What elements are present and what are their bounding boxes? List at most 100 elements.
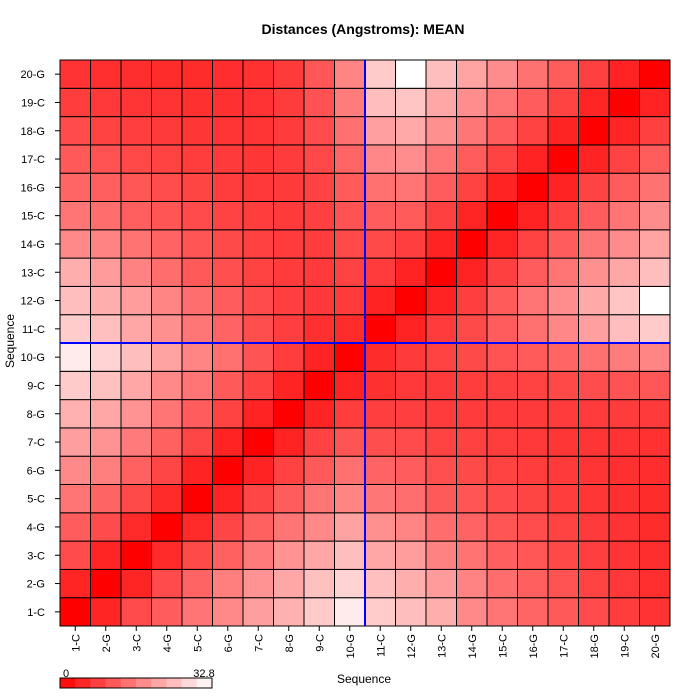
heatmap-cell [547,540,579,570]
heatmap-cell [242,370,274,401]
heatmap-cell [59,285,91,316]
heatmap-cell [517,370,549,401]
heatmap-cell [547,342,579,372]
heatmap-cell [181,512,213,542]
heatmap-cell [486,512,518,542]
heatmap-cell [547,455,579,486]
color-legend [59,677,213,689]
heatmap-cell [90,597,122,627]
heatmap-cell [517,540,549,570]
y-tick-label: 14-G [21,239,45,251]
heatmap-cell [425,144,457,174]
heatmap-cell [90,116,122,146]
heatmap-cell [334,597,366,627]
y-tick-label: 16-G [21,182,45,194]
heatmap-cell [578,484,610,514]
heatmap-cell [639,370,671,401]
heatmap-cell [334,370,366,401]
chart-title: Distances (Angstroms): MEAN [261,21,464,37]
heatmap-cell [578,172,610,202]
heatmap-cell [59,87,91,118]
heatmap-cell [547,116,579,146]
heatmap-cell [578,285,610,316]
heatmap-cell [364,87,396,118]
heatmap-cell [517,342,549,372]
x-tick-label: 18-G [589,634,601,658]
heatmap-cell [303,87,335,118]
color-legend-min-label: 0 [63,668,69,680]
heatmap-cell [517,484,549,514]
heatmap-cell [120,201,152,231]
heatmap-cell [395,87,427,118]
heatmap-cell [90,370,122,401]
heatmap-cell [303,229,335,259]
heatmap-cell [120,59,152,89]
heatmap-cell [547,172,579,202]
heatmap-cell [181,568,213,599]
heatmap-cell [364,314,396,344]
heatmap-cell [59,229,91,259]
heatmap-cell [303,59,335,89]
heatmap-cell [120,427,152,457]
heatmap-cell [151,285,183,316]
heatmap-cell [303,512,335,542]
heatmap-cell [242,87,274,118]
heatmap-cell [334,285,366,316]
heatmap-cell [608,342,640,372]
heatmap-cell [517,314,549,344]
heatmap-cell [639,540,671,570]
heatmap-cell [456,370,488,401]
x-tick-label: 20-G [650,634,662,658]
heatmap-cell [242,59,274,89]
heatmap-cell [273,455,305,486]
heatmap-cell [90,455,122,486]
heatmap-cell [151,484,183,514]
color-legend-swatch [166,678,183,688]
heatmap-cell [364,172,396,202]
heatmap-cell [425,427,457,457]
heatmap-cell [273,285,305,316]
heatmap-cell [242,455,274,486]
heatmap-cell [395,370,427,401]
x-tick-label: 4-G [162,634,174,652]
heatmap-cell [395,257,427,287]
heatmap-cell [273,201,305,231]
heatmap-cell [517,229,549,259]
heatmap-cell [608,540,640,570]
heatmap-cell [212,172,244,202]
heatmap-cell [395,568,427,599]
heatmap-cell [578,59,610,89]
heatmap-cell [334,540,366,570]
heatmap-cell [425,229,457,259]
heatmap-cell [364,568,396,599]
heatmap-cell [59,370,91,401]
heatmap-cell [486,116,518,146]
y-tick-label: 20-G [21,69,45,81]
heatmap-cell [151,201,183,231]
heatmap-cell [395,144,427,174]
heatmap-cell [578,201,610,231]
heatmap-cell [181,116,213,146]
heatmap-cell [242,597,274,627]
heatmap-cell [273,342,305,372]
x-tick-label: 2-G [101,634,113,652]
heatmap-cell [517,144,549,174]
y-tick-label: 4-G [27,522,45,534]
heatmap-cell [578,512,610,542]
heatmap-cell [395,172,427,202]
heatmap-cell [517,116,549,146]
heatmap-cell [273,568,305,599]
heatmap-cell [639,229,671,259]
x-tick-label: 14-G [467,634,479,658]
heatmap-cell [639,59,671,89]
heatmap-cell [181,427,213,457]
heatmap-cell [547,257,579,287]
heatmap-cell [547,427,579,457]
heatmap-cell [151,427,183,457]
x-tick-label: 16-G [528,634,540,658]
heatmap-cell [639,512,671,542]
x-tick-label: 6-G [223,634,235,652]
heatmap-cell [578,427,610,457]
y-tick-label: 6-G [27,465,45,477]
heatmap-cell [212,370,244,401]
